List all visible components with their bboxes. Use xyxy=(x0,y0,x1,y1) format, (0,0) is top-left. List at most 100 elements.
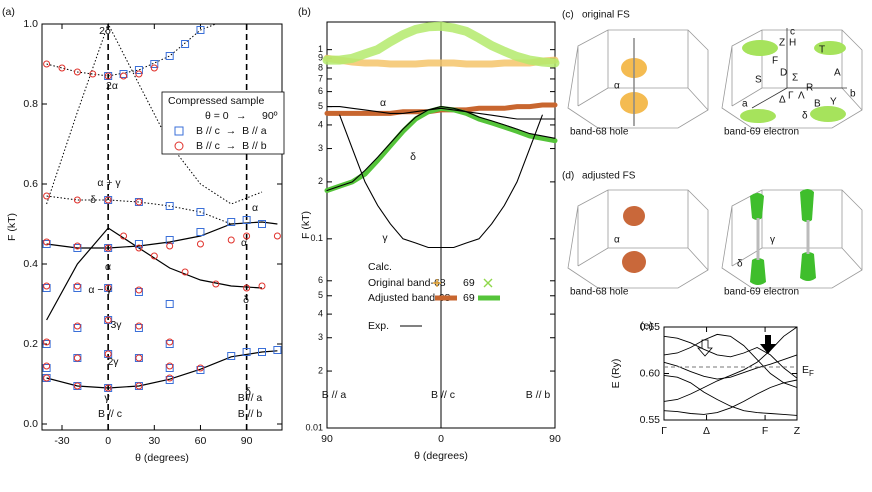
data-point xyxy=(227,236,235,244)
x-tick-label: F xyxy=(762,425,768,437)
annotation: α + γ xyxy=(97,177,121,189)
data-point xyxy=(104,316,112,324)
panel-title: adjusted FS xyxy=(582,171,636,182)
data-point xyxy=(165,340,174,348)
data-point xyxy=(43,362,51,370)
data-point xyxy=(242,216,251,224)
panel-label: (b) xyxy=(298,6,311,18)
legend-label: 69 xyxy=(463,277,475,289)
zone-label: S xyxy=(755,75,762,86)
panel-label: (e) xyxy=(640,320,653,332)
series-line xyxy=(323,54,559,68)
annotation: B // b xyxy=(238,408,263,420)
x-tick-label: Δ xyxy=(703,425,710,437)
legend-marker xyxy=(174,126,184,136)
annotation: 2γ xyxy=(107,356,119,368)
annotation: α xyxy=(252,202,258,214)
x-tick-label: Γ xyxy=(661,425,667,437)
legend-label: 69 xyxy=(463,292,475,304)
data-point xyxy=(73,322,81,330)
y-axis-label: F (kT) xyxy=(6,213,18,241)
fit-curve xyxy=(46,221,278,249)
data-point xyxy=(134,66,143,74)
y-tick-label: 2 xyxy=(318,365,323,375)
data-point xyxy=(165,376,174,384)
zone-label: a xyxy=(742,99,748,110)
brillouin-zone: α xyxy=(567,189,709,289)
zone-label: δ xyxy=(802,111,808,122)
zone-label: Σ xyxy=(792,73,798,84)
surface-label: band-68 hole xyxy=(570,287,629,298)
fermi-label: E xyxy=(802,364,809,376)
data-point xyxy=(150,252,158,260)
zone-label: Z xyxy=(779,38,785,49)
data-point xyxy=(42,284,51,292)
y-tick-label: 0.0 xyxy=(23,418,38,430)
data-point xyxy=(73,324,82,332)
y-tick-label: 3 xyxy=(318,332,323,342)
data-point xyxy=(58,64,66,72)
data-point xyxy=(104,384,112,392)
data-point xyxy=(104,284,112,292)
legend-label: Adjusted band-68 xyxy=(368,292,450,304)
legend-label: Exp. xyxy=(368,320,389,332)
surface-label: band-69 electron xyxy=(724,287,799,298)
data-point xyxy=(273,232,281,240)
data-point xyxy=(165,202,174,210)
data-point xyxy=(73,196,81,204)
series-line xyxy=(326,106,556,120)
y-tick-label: 0.01 xyxy=(305,422,323,432)
data-point xyxy=(43,238,51,246)
legend-label: B // c → B // b xyxy=(196,140,267,152)
y-tick-label: 4 xyxy=(318,308,323,318)
y-tick-label: 9 xyxy=(318,53,323,63)
fit-curve xyxy=(46,350,278,389)
brillouin-zone: α xyxy=(567,29,709,129)
legend-header: θ = 0 xyxy=(205,110,229,122)
data-point xyxy=(42,240,51,248)
zone-label: Γ xyxy=(788,91,794,102)
data-point xyxy=(73,354,81,362)
band-line xyxy=(663,335,798,379)
data-point xyxy=(43,60,51,68)
data-point xyxy=(258,220,266,228)
data-point xyxy=(165,364,174,372)
data-point xyxy=(166,362,174,370)
legend-marker xyxy=(433,279,441,287)
zone-label: Δ xyxy=(779,95,786,106)
series-line xyxy=(326,106,556,192)
data-point xyxy=(212,280,220,288)
zone-label: Y xyxy=(830,97,837,108)
band-line xyxy=(663,326,798,402)
orbit-label: γ xyxy=(770,235,775,246)
fit-curve xyxy=(46,195,232,225)
legend-marker xyxy=(483,278,493,288)
y-tick-label: 1.0 xyxy=(23,18,38,30)
annotation: B // c xyxy=(98,408,122,420)
x-tick-label: 0 xyxy=(438,433,444,445)
annotation: δ xyxy=(410,151,416,163)
band-line xyxy=(663,374,798,416)
fermi-surfaces: (c) original FS α band-68 hole c Z H T F… xyxy=(562,10,863,298)
annotation: δ xyxy=(243,294,249,306)
x-tick-label: -30 xyxy=(54,435,69,447)
annotation: B // b xyxy=(526,389,551,401)
plot-frame xyxy=(41,23,283,431)
series-line xyxy=(322,21,560,68)
x-tick-label: Z xyxy=(794,425,801,437)
data-point xyxy=(134,324,143,332)
legend-title: Calc. xyxy=(368,261,392,273)
data-point xyxy=(120,72,128,80)
annotation: γ xyxy=(104,392,110,404)
data-point xyxy=(150,60,159,68)
series-line xyxy=(339,114,543,249)
x-tick-label: 90 xyxy=(241,435,253,447)
brillouin-zone: c Z H T F D Σ S Γ Λ R A Δ B Y a b δ xyxy=(721,27,863,129)
data-point xyxy=(42,340,51,348)
annotation: α − γ xyxy=(88,284,112,296)
legend-marker xyxy=(174,141,184,151)
data-point xyxy=(150,64,158,72)
data-point xyxy=(243,284,251,292)
zone-label: c xyxy=(790,27,795,38)
data-point xyxy=(73,282,81,290)
